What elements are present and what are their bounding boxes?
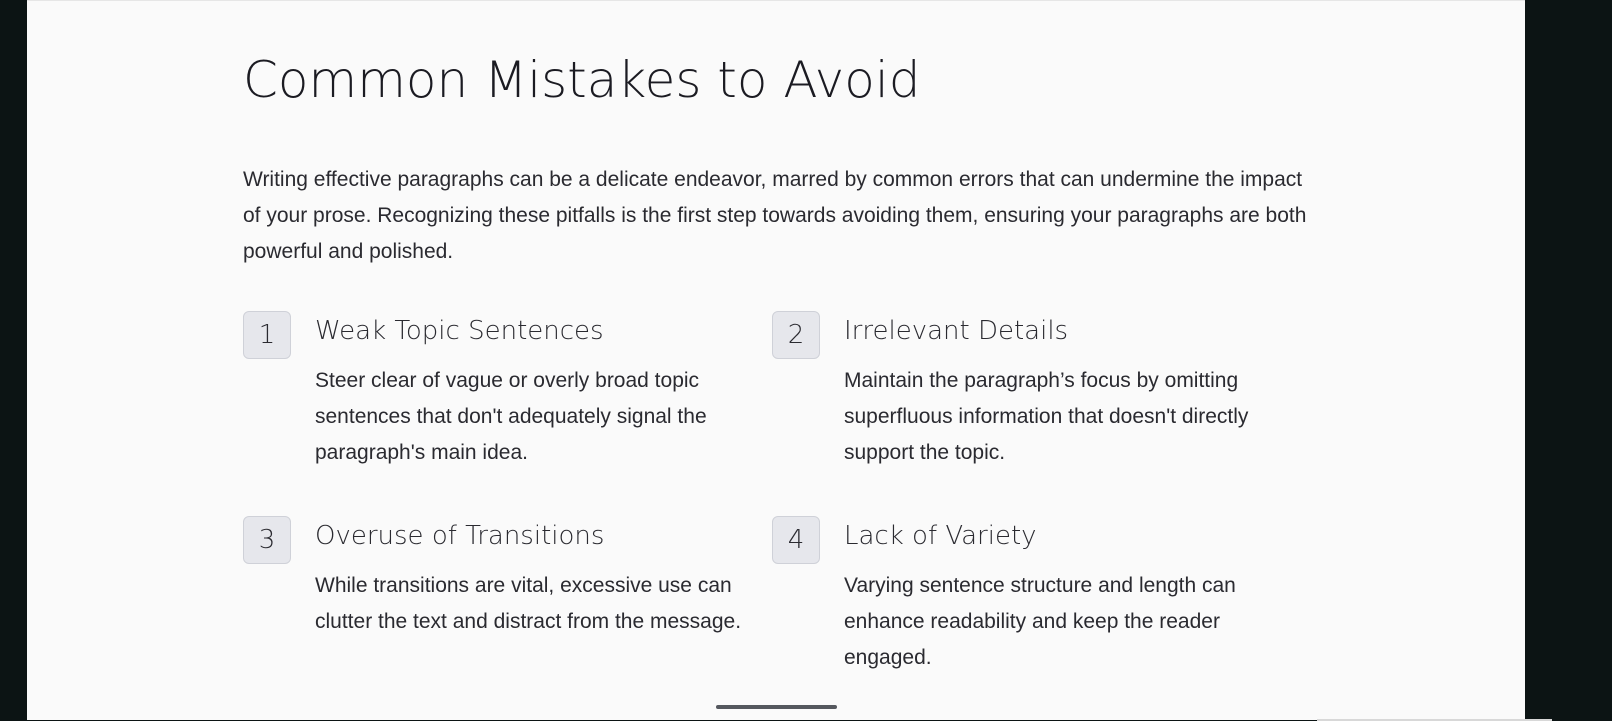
mistake-title: Irrelevant Details <box>844 316 1069 346</box>
mistake-text: Varying sentence structure and length ca… <box>844 574 1236 669</box>
mistake-text: Steer clear of vague or overly broad top… <box>315 369 707 464</box>
mistake-title: Overuse of Transitions <box>315 521 605 551</box>
page: Common Mistakes to Avoid Writing effecti… <box>27 0 1552 721</box>
mistake-text: Maintain the paragraph’s focus by omitti… <box>844 369 1249 464</box>
number-badge: 2 <box>772 311 820 359</box>
number-badge: 4 <box>772 516 820 564</box>
number-badge: 1 <box>243 311 291 359</box>
mistake-title: Lack of Variety <box>844 521 1037 551</box>
mistake-text: While transitions are vital, excessive u… <box>315 574 742 633</box>
home-indicator[interactable] <box>716 705 837 709</box>
section-title: Common Mistakes to Avoid <box>243 51 921 109</box>
number-badge: 3 <box>243 516 291 564</box>
mistake-title: Weak Topic Sentences <box>315 316 604 346</box>
section-intro: Writing effective paragraphs can be a de… <box>243 168 1307 263</box>
